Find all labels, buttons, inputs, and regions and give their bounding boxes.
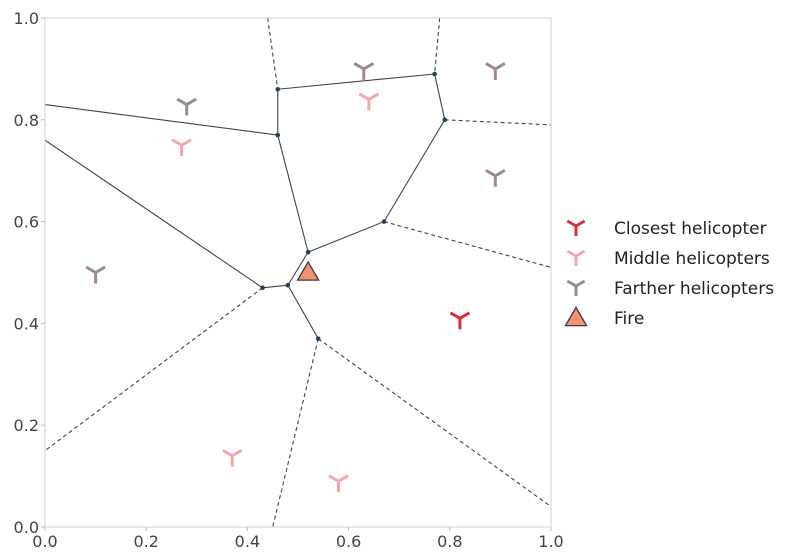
point-middle-helicopters-3 [328, 474, 349, 493]
voronoi-vertex-5 [305, 249, 311, 255]
voronoi-edge-solid-2 [383, 119, 446, 222]
voronoi-edge-solid-8 [262, 284, 288, 289]
legend: Closest helicopter Middle helicopters Fart… [564, 219, 774, 329]
point-farther-helicopters-0 [176, 97, 197, 116]
legend-label-closest-helicopter: Closest helicopter [614, 219, 767, 239]
voronoi-edge-dashed-3 [383, 221, 552, 268]
point-farther-helicopters-2 [485, 62, 506, 80]
point-middle-helicopters-1 [358, 92, 380, 111]
voronoi-edge-solid-5 [277, 134, 309, 253]
voronoi-vertex-0 [275, 86, 281, 92]
voronoi-edge-dashed-4 [44, 287, 263, 452]
voronoi-vertex-8 [315, 336, 321, 341]
y-tick-label-3: 0.6 [14, 213, 39, 232]
x-tick-label-5: 1.0 [538, 532, 563, 551]
voronoi-vertices [260, 71, 448, 341]
x-tick-label-2: 0.4 [235, 532, 260, 551]
legend-label-fire: Fire [614, 309, 644, 329]
voronoi-edge-dashed-0 [267, 17, 279, 90]
voronoi-edges [44, 17, 552, 528]
voronoi-edge-solid-9 [287, 251, 309, 286]
legend-marker-farther-helicopters [566, 279, 586, 296]
x-tick-label-0: 0.0 [32, 532, 57, 551]
legend-label-middle-helicopters: Middle helicopters [614, 249, 770, 269]
voronoi-edge-solid-6 [44, 103, 278, 136]
voronoi-edge-dashed-1 [434, 17, 441, 75]
plot-frame [44, 17, 552, 528]
x-tick-label-3: 0.6 [336, 532, 361, 551]
voronoi-edge-dashed-6 [317, 338, 552, 508]
voronoi-vertex-4 [381, 219, 387, 224]
y-tick-label-5: 1.0 [14, 9, 39, 28]
voronoi-vertex-1 [432, 71, 437, 77]
voronoi-edge-solid-10 [287, 284, 319, 339]
point-closest-helicopter-0 [449, 311, 471, 330]
point-farther-helicopters-1 [353, 62, 375, 80]
y-tick-label-0: 0.0 [14, 518, 39, 537]
legend-marker-closest-helicopter [566, 219, 586, 236]
point-farther-helicopters-4 [85, 265, 106, 284]
point-middle-helicopters-2 [221, 448, 243, 467]
y-tick-label-2: 0.4 [14, 314, 39, 333]
point-middle-helicopters-0 [171, 138, 192, 157]
y-tick-label-4: 0.8 [14, 111, 39, 130]
y-tick-label-1: 0.2 [14, 416, 39, 435]
voronoi-edge-solid-3 [307, 221, 385, 253]
voronoi-edge-solid-1 [434, 73, 446, 120]
legend-marker-middle-helicopters [566, 249, 586, 266]
voronoi-vertex-6 [260, 285, 265, 291]
voronoi-vertex-2 [442, 117, 448, 123]
voronoi-edge-solid-7 [44, 139, 263, 289]
x-tick-label-1: 0.2 [133, 532, 158, 551]
point-fire-0 [296, 260, 320, 281]
voronoi-vertex-3 [275, 132, 281, 138]
x-tick-label-4: 0.8 [437, 532, 462, 551]
point-farther-helicopters-3 [485, 168, 506, 187]
voronoi-edge-dashed-2 [444, 119, 552, 126]
data-points [85, 62, 506, 493]
axis-ticks: 0.0 0.2 0.4 0.6 0.8 1.0 0.0 0.2 0.4 0.6 0.8 1.0 [14, 9, 564, 551]
voronoi-vertex-7 [285, 282, 291, 288]
voronoi-edge-dashed-5 [272, 338, 319, 528]
voronoi-edge-solid-0 [277, 73, 435, 90]
legend-marker-fire [564, 306, 588, 327]
legend-label-farther-helicopters: Farther helicopters [614, 279, 774, 299]
